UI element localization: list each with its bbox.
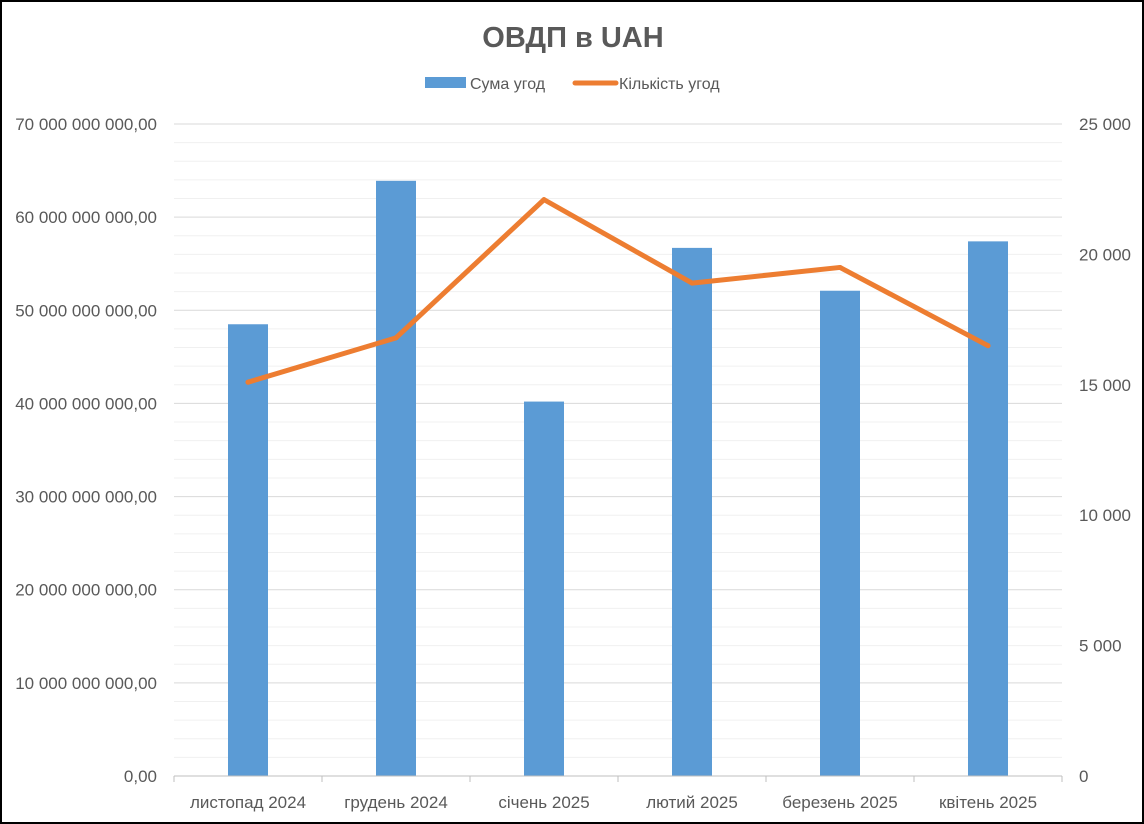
bar-series <box>228 180 1008 777</box>
x-tick-label: березень 2025 <box>782 793 897 812</box>
x-tick-label: лютий 2025 <box>646 793 738 812</box>
major-grid <box>174 123 1062 684</box>
bar <box>672 247 712 776</box>
line-point <box>837 264 843 270</box>
line-path <box>245 197 991 385</box>
left-tick-label: 60 000 000 000,00 <box>15 208 157 227</box>
right-tick-label: 0 <box>1079 767 1088 786</box>
x-axis: листопад 2024 грудень 2024 січень 2025 люти… <box>190 793 1037 812</box>
x-tick-label: грудень 2024 <box>344 793 448 812</box>
line-point <box>245 379 251 385</box>
right-axis: 0 5 000 10 000 15 000 20 000 25 000 <box>1079 115 1131 786</box>
x-axis-ticks <box>173 776 1063 782</box>
x-tick-label: січень 2025 <box>498 793 589 812</box>
x-tick-label: листопад 2024 <box>190 793 306 812</box>
left-axis: 0,00 10 000 000 000,00 20 000 000 000,00 30… <box>15 115 157 786</box>
right-tick-label: 10 000 <box>1079 506 1131 525</box>
bar <box>376 180 416 776</box>
line-point <box>541 197 547 203</box>
left-tick-label: 70 000 000 000,00 <box>15 115 157 134</box>
bar <box>228 324 268 776</box>
legend-swatch-bar <box>425 77 466 88</box>
bar <box>524 401 564 776</box>
legend-label-bar: Сума угод <box>470 76 546 93</box>
bar <box>968 241 1008 777</box>
chart-title: ОВДП в UAH <box>482 22 663 54</box>
line-point <box>393 335 399 341</box>
legend: Сума угод Кількість угод <box>425 76 720 93</box>
right-tick-label: 20 000 <box>1079 245 1131 264</box>
left-tick-label: 40 000 000 000,00 <box>15 394 157 413</box>
left-tick-label: 30 000 000 000,00 <box>15 488 157 507</box>
right-tick-label: 15 000 <box>1079 376 1131 395</box>
x-tick-label: квітень 2025 <box>939 793 1037 812</box>
line-point <box>689 280 695 286</box>
bar <box>820 290 860 776</box>
left-tick-label: 10 000 000 000,00 <box>15 674 157 693</box>
legend-label-line: Кількість угод <box>619 76 720 93</box>
right-tick-label: 25 000 <box>1079 115 1131 134</box>
right-tick-label: 5 000 <box>1079 637 1122 656</box>
line-series <box>245 197 991 385</box>
left-tick-label: 20 000 000 000,00 <box>15 581 157 600</box>
line-point <box>985 343 991 349</box>
left-tick-label: 50 000 000 000,00 <box>15 301 157 320</box>
minor-grid <box>174 142 1062 758</box>
left-tick-label: 0,00 <box>124 767 157 786</box>
